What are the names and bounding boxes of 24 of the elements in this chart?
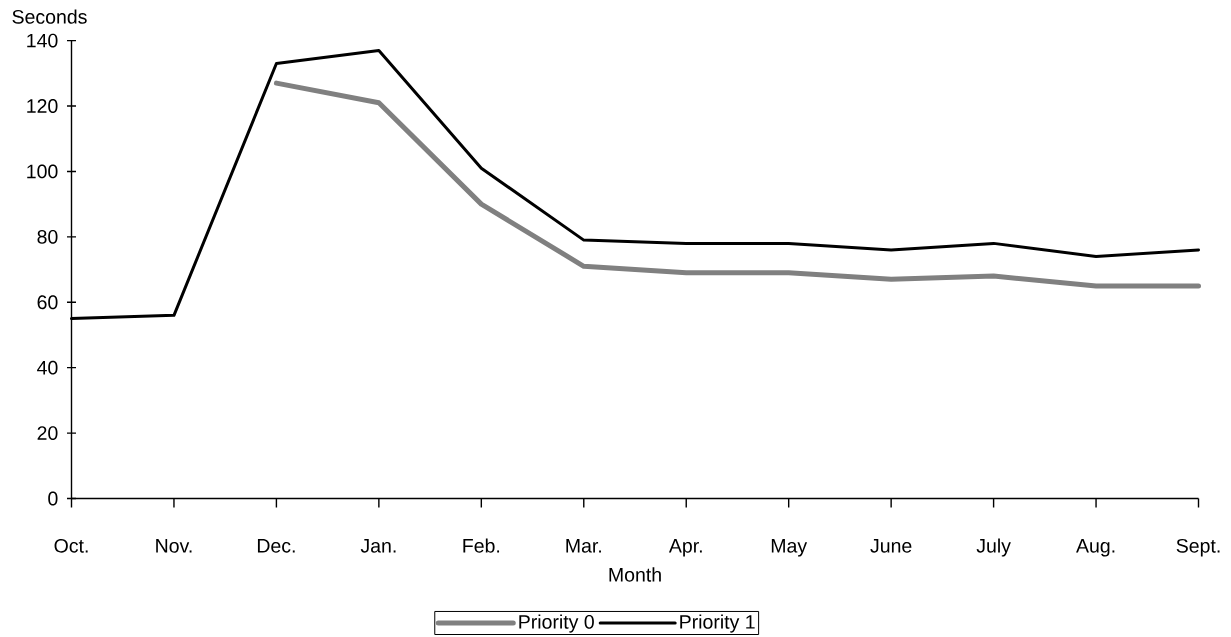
legend-label: Priority 1: [680, 614, 755, 633]
x-tick-label: Mar.: [566, 539, 601, 553]
x-tick-label: Apr.: [668, 539, 702, 557]
y-tick-label: 100: [27, 164, 58, 179]
y-axis-title: Seconds: [12, 9, 87, 24]
x-tick-label: July: [976, 538, 1011, 557]
x-tick-label: Jan.: [360, 539, 396, 553]
x-tick-label: Nov.: [156, 539, 192, 553]
x-tick-label: Aug.: [1076, 539, 1115, 557]
x-tick-label: June: [870, 539, 912, 553]
y-tick-label: 80: [37, 229, 58, 244]
y-tick-label: 120: [27, 99, 58, 113]
legend-label: Priority 0: [519, 614, 594, 633]
y-tick-label: 40: [37, 360, 58, 375]
x-tick-label: Oct.: [54, 538, 88, 553]
y-tick-label: 0: [48, 491, 58, 506]
x-tick-label: Dec.: [257, 539, 295, 553]
x-tick-label: May: [771, 539, 808, 557]
x-axis-title: Month: [609, 567, 661, 582]
x-tick-label: Feb.: [463, 538, 500, 553]
y-tick-label: 140: [27, 33, 58, 48]
y-tick-label: 60: [37, 295, 58, 310]
y-tick-label: 20: [37, 426, 58, 440]
x-tick-label: Sept.: [1176, 538, 1220, 557]
